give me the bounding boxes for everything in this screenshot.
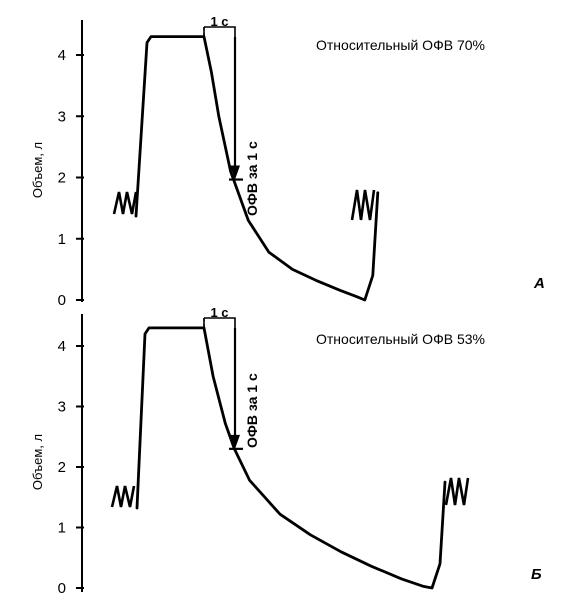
panel-letter: Б — [531, 566, 542, 583]
y-tick-label: 0 — [58, 292, 66, 309]
fev-label: ОФВ за 1 с — [244, 141, 260, 216]
y-tick-label: 1 — [58, 231, 66, 248]
zigzag-right — [350, 189, 376, 221]
y-axis-label: Объем, л — [30, 142, 45, 198]
fev-arrow-head — [230, 165, 240, 180]
y-tick-label: 3 — [58, 399, 66, 416]
y-axis-label: Объем, л — [30, 434, 45, 490]
y-tick-label: 0 — [58, 580, 66, 597]
time-bracket — [203, 26, 236, 37]
y-ticks: 0 1 2 3 4 — [58, 47, 84, 309]
fev-label: ОФВ за 1 с — [244, 373, 260, 448]
ratio-annotation: Относительный ОФВ 70% — [316, 37, 485, 53]
time-bracket-label: 1 с — [210, 14, 228, 29]
y-tick-label: 3 — [58, 108, 66, 125]
y-tick-label: 4 — [58, 47, 66, 64]
time-bracket-label: 1 с — [210, 305, 228, 320]
ratio-annotation: Относительный ОФВ 53% — [316, 331, 485, 347]
fev-arrow-head — [230, 434, 240, 449]
volume-curve — [134, 35, 380, 302]
zigzag-left — [112, 191, 138, 215]
zigzag-right — [444, 477, 470, 506]
panel-a: Объем, л 0 1 2 3 4 1 с ОФВ за 1 с Относитель… — [30, 14, 545, 309]
y-tick-label: 1 — [58, 520, 66, 537]
y-tick-label: 2 — [58, 459, 66, 476]
panel-letter: А — [533, 275, 545, 292]
y-tick-label: 2 — [58, 170, 66, 187]
y-ticks: 0 1 2 3 4 — [58, 338, 84, 597]
y-tick-label: 4 — [58, 338, 66, 355]
zigzag-left — [110, 485, 136, 508]
time-bracket — [203, 317, 236, 328]
volume-curve — [135, 326, 447, 590]
panel-b: Объем, л 0 1 2 3 4 1 с ОФВ за 1 с Относитель… — [30, 305, 542, 597]
